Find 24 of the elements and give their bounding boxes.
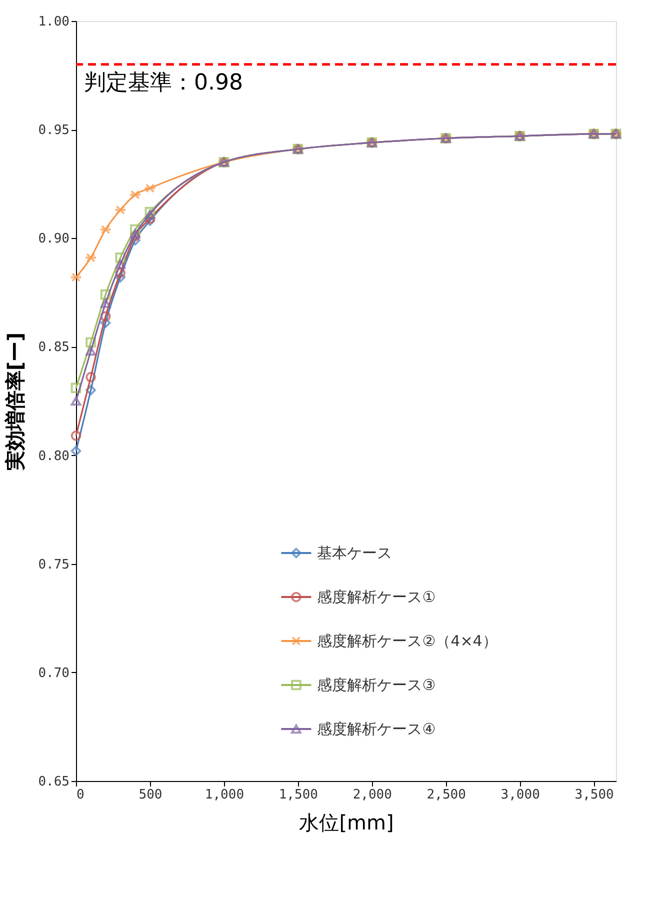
y-tick-label: 0.80 [38,448,70,464]
x-tick-label: 0 [76,788,84,802]
y-tick-label: 0.90 [38,232,70,247]
x-tick-label: 1,500 [278,788,318,802]
legend-label: 感度解析ケース②（4×4） [317,632,498,650]
x-tick-label: 3,500 [574,788,614,802]
y-tick-label: 1.00 [38,14,70,30]
legend-label: 感度解析ケース① [317,588,436,606]
y-axis-title: 実効増倍率[ー] [3,332,28,472]
y-tick-label: 0.95 [38,123,70,138]
x-tick-label: 2,000 [352,788,392,802]
ref-line-label: 判定基準：0.98 [84,70,243,96]
x-tick-label: 500 [138,788,162,802]
x-tick-label: 3,000 [500,788,540,802]
x-tick-label: 1,000 [204,788,244,802]
x-axis-title: 水位[mm] [299,810,394,834]
y-tick-label: 0.70 [38,666,70,681]
x-tick-label: 2,500 [426,788,466,802]
y-tick-label: 0.85 [38,340,70,356]
legend-label: 感度解析ケース③ [317,676,436,694]
legend-label: 基本ケース [317,544,392,562]
y-tick-label: 0.65 [38,774,70,790]
y-tick-label: 0.75 [38,557,70,572]
legend-label: 感度解析ケース④ [317,720,436,738]
